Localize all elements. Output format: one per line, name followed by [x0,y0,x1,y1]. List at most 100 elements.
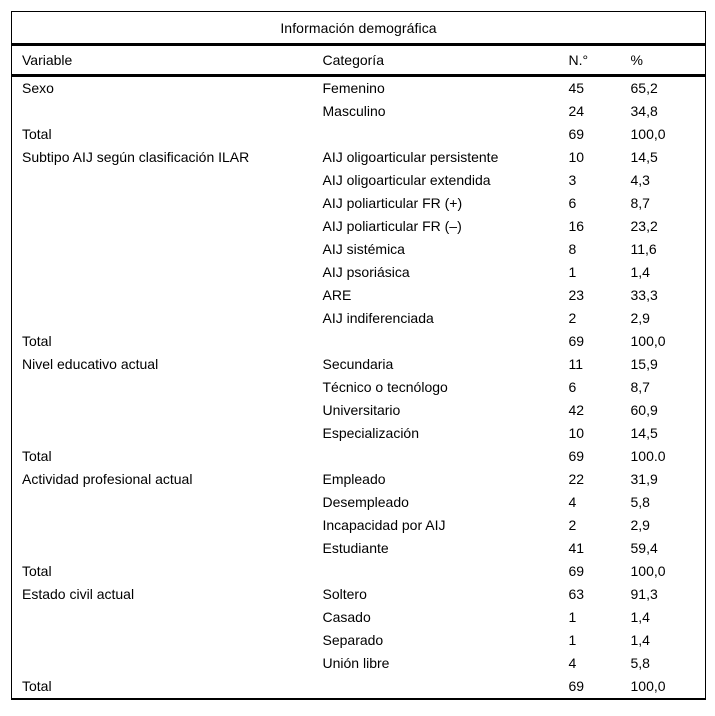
pct-cell: 14,5 [630,149,658,165]
table-row: Incapacidad por AIJ 2 2,9 [12,514,706,537]
n-cell: 8 [568,241,577,257]
variable-cell: Total [22,678,52,694]
n-cell: 4 [568,655,577,671]
categoria-cell: Incapacidad por AIJ [322,517,446,533]
n-cell: 22 [568,471,585,487]
column-header-categoria: Categoría [311,44,558,77]
table-row: Total 69 100,0 [12,330,706,353]
table-row: Estudiante 41 59,4 [12,537,706,560]
variable-cell: Subtipo AIJ según clasificación ILAR [22,149,250,165]
table-title-row: Información demográfica [11,11,706,46]
pct-cell: 15,9 [630,356,658,372]
n-cell: 10 [568,425,585,441]
categoria-cell: Especialización [322,425,420,441]
pct-cell: 14,5 [630,425,658,441]
categoria-cell: Masculino [322,103,386,119]
n-cell: 11 [568,356,584,372]
categoria-cell: Desempleado [322,494,409,510]
table-row: Total 69 100.0 [12,445,706,468]
variable-cell [12,422,312,445]
pct-cell: 8,7 [630,379,650,395]
column-header-n: N.° [557,44,620,77]
variable-cell [12,606,312,629]
variable-cell [12,100,312,123]
n-cell: 6 [568,195,577,211]
variable-cell [12,399,312,422]
variable-cell: Estado civil actual [22,586,135,602]
pct-cell: 5,8 [630,494,650,510]
categoria-cell: AIJ oligoarticular extendida [322,172,491,188]
table-row: AIJ indiferenciada 2 2,9 [12,307,706,330]
variable-cell [12,261,312,284]
table-row: Actividad profesional actual Empleado 22… [12,468,706,491]
pct-cell: 1,4 [630,264,650,280]
categoria-cell: AIJ poliarticular FR (–) [322,218,462,234]
n-cell: 69 [568,333,585,349]
n-cell: 2 [568,517,577,533]
table-row: Subtipo AIJ según clasificación ILAR AIJ… [12,146,706,169]
variable-cell [12,652,312,675]
pct-cell: 8,7 [630,195,650,211]
categoria-cell: ARE [322,287,352,303]
n-cell: 69 [568,563,585,579]
variable-cell: Actividad profesional actual [22,471,193,487]
variable-cell [12,537,312,560]
table-header-row: Variable Categoría N.° % [11,44,706,77]
categoria-cell [312,330,558,353]
table-row: ARE 23 33,3 [12,284,706,307]
pct-cell: 11,6 [630,241,657,257]
variable-cell [12,192,312,215]
table-row: AIJ sistémica 8 11,6 [12,238,706,261]
table-row: Estado civil actual Soltero 63 91,3 [12,583,706,606]
categoria-cell: Empleado [322,471,386,487]
table-row: Total 69 100,0 [12,675,706,699]
pct-cell: 100,0 [630,563,666,579]
categoria-cell: Universitario [322,402,401,418]
pct-cell: 1,4 [630,632,650,648]
n-cell: 69 [568,678,585,694]
variable-cell [12,514,312,537]
categoria-cell [312,445,558,468]
n-cell: 1 [568,609,577,625]
categoria-cell: AIJ sistémica [322,241,405,257]
variable-cell [12,238,312,261]
n-cell: 6 [568,379,577,395]
n-cell: 4 [568,494,577,510]
variable-cell: Total [22,448,52,464]
n-cell: 41 [568,540,585,556]
table-row: Universitario 42 60,9 [12,399,706,422]
categoria-cell: Separado [322,632,384,648]
table-row: Masculino 24 34,8 [12,100,706,123]
table-row: AIJ poliarticular FR (+) 6 8,7 [12,192,706,215]
pct-cell: 4,3 [630,172,650,188]
categoria-cell: Estudiante [322,540,389,556]
table-head: Información demográfica Variable Categor… [11,11,706,77]
categoria-cell: Secundaria [322,356,394,372]
pct-cell: 2,9 [630,517,650,533]
table-row: Separado 1 1,4 [12,629,706,652]
categoria-cell: Técnico o tecnólogo [322,379,448,395]
categoria-cell: Unión libre [322,655,390,671]
variable-cell [12,284,312,307]
table-row: Nivel educativo actual Secundaria 11 15,… [12,353,706,376]
categoria-cell: Femenino [322,80,385,96]
pct-cell: 100,0 [630,126,666,142]
variable-cell [12,376,312,399]
variable-cell: Nivel educativo actual [22,356,159,372]
table-row: AIJ oligoarticular extendida 3 4,3 [12,169,706,192]
pct-cell: 91,3 [630,586,658,602]
n-cell: 45 [568,80,585,96]
table-body: Sexo Femenino 45 65,2 Masculino 24 34,8 … [12,76,706,700]
variable-cell [12,169,312,192]
pct-cell: 60,9 [630,402,658,418]
demographic-table: Información demográfica Variable Categor… [11,11,706,700]
column-header-pct: % [619,44,706,77]
n-cell: 42 [568,402,585,418]
pct-cell: 31,9 [630,471,658,487]
n-cell: 2 [568,310,577,326]
categoria-cell: AIJ psoriásica [322,264,410,280]
table-title: Información demográfica [11,11,706,46]
categoria-cell: Casado [322,609,371,625]
table-row: Desempleado 4 5,8 [12,491,706,514]
